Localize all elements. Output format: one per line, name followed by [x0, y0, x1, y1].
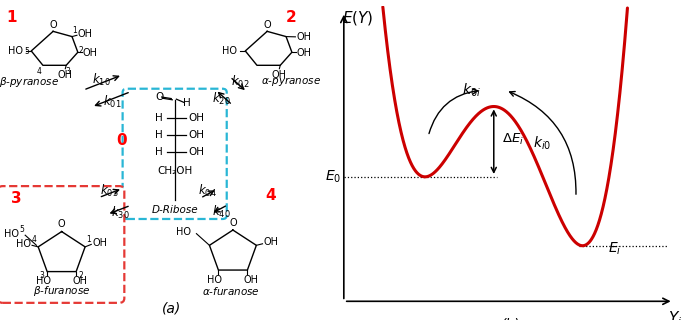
Text: $k_{30}$: $k_{30}$: [111, 204, 129, 220]
Text: OH: OH: [58, 70, 73, 80]
Text: O: O: [263, 20, 271, 30]
Text: OH: OH: [92, 238, 108, 248]
Text: OH: OH: [78, 29, 93, 39]
Text: H: H: [183, 98, 190, 108]
FancyBboxPatch shape: [123, 89, 227, 219]
Text: OH: OH: [264, 236, 279, 247]
Text: H: H: [155, 130, 163, 140]
FancyBboxPatch shape: [0, 186, 125, 303]
Text: OH: OH: [296, 32, 311, 42]
Text: H: H: [155, 147, 163, 157]
Text: $k_{40}$: $k_{40}$: [212, 204, 230, 220]
Text: OH: OH: [188, 130, 204, 140]
Text: OH: OH: [188, 113, 204, 123]
Text: $k_{0i}$: $k_{0i}$: [462, 82, 480, 99]
Text: OH: OH: [297, 48, 312, 58]
Text: H: H: [155, 113, 163, 123]
Text: $k_{i0}$: $k_{i0}$: [532, 134, 551, 152]
Text: $\mathbf{3}$: $\mathbf{3}$: [10, 190, 21, 206]
Text: $E(Y)$: $E(Y)$: [342, 9, 374, 27]
Text: O: O: [58, 220, 66, 229]
Text: O: O: [229, 218, 237, 228]
Text: $E_0$: $E_0$: [325, 169, 341, 185]
Text: $k_{03}$: $k_{03}$: [100, 182, 119, 198]
Text: $Y_i$: $Y_i$: [668, 309, 682, 320]
Text: $\mathbf{0}$: $\mathbf{0}$: [116, 132, 127, 148]
Text: $k_{04}$: $k_{04}$: [198, 183, 216, 199]
Text: HO: HO: [16, 239, 31, 249]
Text: $k_{10}$: $k_{10}$: [92, 72, 111, 88]
Text: OH: OH: [83, 48, 98, 58]
Text: 3: 3: [40, 271, 45, 280]
Text: (b): (b): [501, 317, 520, 320]
Text: $\beta$-pyranose: $\beta$-pyranose: [0, 75, 59, 89]
Text: CH₂OH: CH₂OH: [157, 166, 192, 176]
Text: $k_{02}$: $k_{02}$: [232, 74, 250, 91]
Text: D-Ribose: D-Ribose: [151, 205, 198, 215]
Text: HO: HO: [36, 276, 51, 286]
Text: 5: 5: [25, 47, 29, 56]
Text: $\mathbf{1}$: $\mathbf{1}$: [6, 9, 18, 25]
Text: HO: HO: [4, 229, 19, 239]
Text: OH: OH: [72, 276, 87, 286]
Text: 2: 2: [79, 271, 84, 280]
Text: HO: HO: [221, 46, 236, 56]
Text: OH: OH: [272, 70, 287, 80]
Text: 3: 3: [65, 67, 70, 76]
Text: $\Delta E_i$: $\Delta E_i$: [501, 132, 523, 147]
Text: 4: 4: [36, 67, 41, 76]
Text: 5: 5: [19, 225, 24, 234]
Text: HO: HO: [175, 228, 190, 237]
Text: $\mathbf{2}$: $\mathbf{2}$: [286, 9, 297, 25]
Text: HO: HO: [8, 46, 23, 56]
Text: HO: HO: [208, 275, 223, 285]
Text: (a): (a): [162, 301, 181, 315]
Text: 1: 1: [72, 26, 77, 35]
Text: $k_{20}$: $k_{20}$: [212, 91, 231, 108]
Text: O: O: [49, 20, 57, 30]
Text: $k_{01}$: $k_{01}$: [103, 94, 122, 110]
Text: $E_i$: $E_i$: [608, 240, 621, 257]
Text: $\alpha$-furanose: $\alpha$-furanose: [202, 284, 260, 297]
Text: 2: 2: [79, 46, 84, 55]
Text: OH: OH: [188, 147, 204, 157]
Text: $\alpha$-pyranose: $\alpha$-pyranose: [261, 75, 321, 88]
Text: $\mathbf{4}$: $\mathbf{4}$: [264, 187, 277, 203]
Text: OH: OH: [243, 275, 258, 285]
Text: O: O: [155, 92, 164, 102]
Text: $\beta$-furanose: $\beta$-furanose: [33, 284, 90, 298]
Text: 4: 4: [32, 235, 36, 244]
Text: 1: 1: [86, 235, 91, 244]
